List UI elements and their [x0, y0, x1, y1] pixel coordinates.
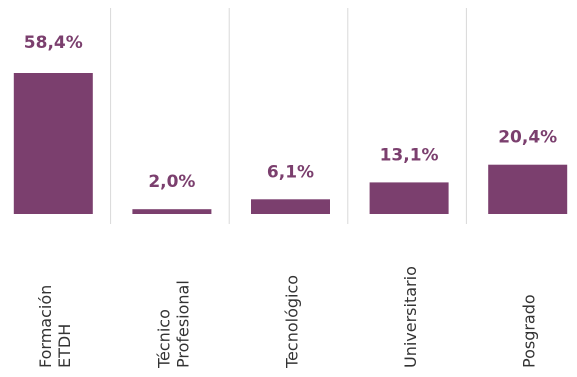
bar: [132, 209, 212, 214]
category-label-line: Técnico: [154, 309, 173, 369]
category-label-line: Tecnológico: [283, 275, 302, 369]
bar: [488, 164, 568, 214]
category-label: Tecnológico: [283, 275, 302, 369]
category-label-line: Universitario: [401, 266, 420, 368]
category-label-line: Posgrado: [520, 294, 539, 368]
category-label-line: Formación: [36, 285, 55, 368]
bar: [251, 199, 330, 214]
bar: [13, 73, 93, 214]
value-labels-group: 58,4% 2,0% 6,1% 13,1% 20,4%: [24, 33, 557, 192]
category-label: Técnico Profesional: [154, 280, 192, 369]
category-label: Universitario: [401, 266, 420, 368]
value-label: 58,4%: [24, 33, 83, 53]
value-label: 2,0%: [148, 172, 195, 192]
value-label: 13,1%: [380, 145, 439, 165]
category-label: Posgrado: [520, 294, 539, 368]
bar: [369, 182, 449, 214]
category-separators: [110, 8, 467, 224]
category-label-line: ETDH: [55, 324, 74, 368]
category-label: Formación ETDH: [36, 285, 74, 368]
value-label: 6,1%: [267, 162, 314, 182]
bars-group: [13, 73, 568, 214]
value-label: 20,4%: [498, 128, 557, 148]
category-label-line: Profesional: [173, 280, 192, 368]
category-labels-group: Formación ETDH Técnico Profesional Tecnológi…: [36, 266, 539, 369]
